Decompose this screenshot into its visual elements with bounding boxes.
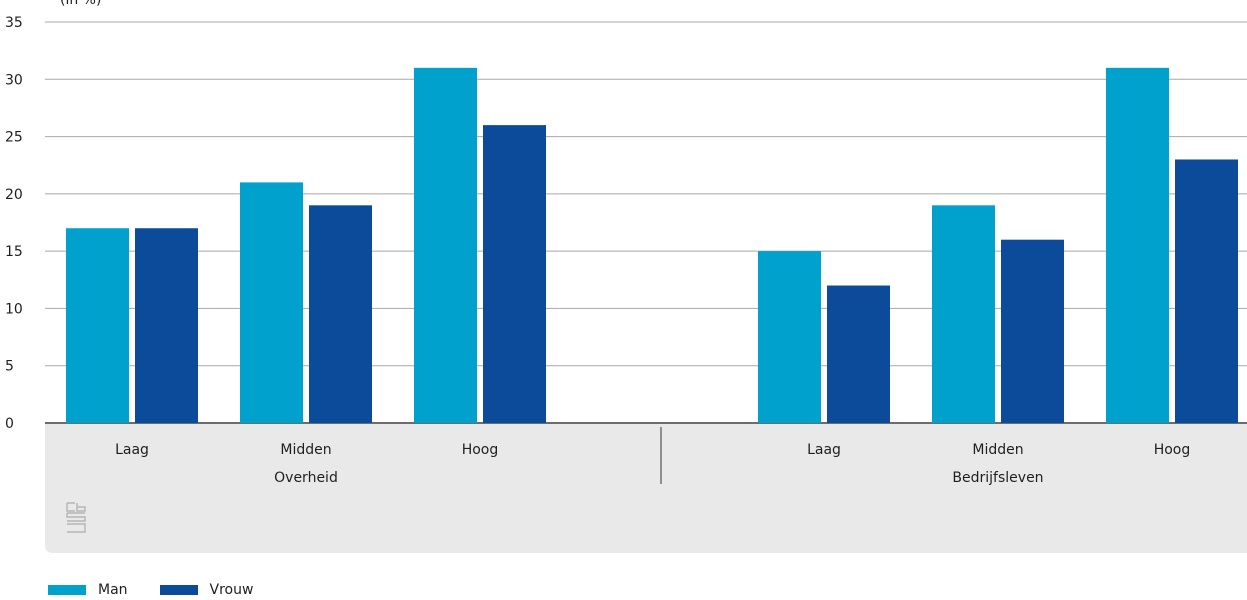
- y-tick-label: 20: [5, 187, 23, 203]
- y-tick-label: 15: [5, 244, 23, 260]
- bar-vrouw-4: [827, 285, 890, 423]
- bar-vrouw-3: [483, 125, 546, 423]
- legend-swatch: [48, 585, 86, 595]
- cbs-logo-icon: [66, 502, 86, 533]
- bar-vrouw-5: [1001, 239, 1064, 423]
- bar-man-1: [66, 228, 129, 423]
- bar-vrouw-6: [1175, 159, 1238, 423]
- bar-man-3: [414, 67, 477, 423]
- x-category-label: Hoog: [462, 442, 499, 458]
- x-group-label: Bedrijfsleven: [952, 470, 1043, 486]
- y-tick-label: 0: [5, 416, 14, 432]
- bar-vrouw-1: [135, 228, 198, 423]
- y-tick-label: 25: [5, 130, 23, 146]
- legend-label: Vrouw: [209, 582, 254, 598]
- y-tick-label: 35: [5, 15, 23, 31]
- legend: Man Vrouw: [48, 580, 285, 600]
- bar-man-2: [240, 182, 303, 423]
- x-category-label: Midden: [280, 442, 331, 458]
- legend-item: Man: [48, 582, 128, 598]
- x-axis-band: [45, 423, 1247, 553]
- bar-chart: (in %) 0 5 10 15 20 25 30 35 Laag Midden Hoog Overhe…: [5, 0, 1247, 553]
- legend-item: Vrouw: [159, 582, 254, 598]
- x-category-label: Midden: [972, 442, 1023, 458]
- bar-man-4: [758, 251, 821, 423]
- y-tick-label: 5: [5, 359, 14, 375]
- x-category-label: Laag: [807, 442, 841, 458]
- y-tick-label: 10: [5, 301, 23, 317]
- x-group-label: Overheid: [274, 470, 338, 486]
- y-axis-label: (in %): [60, 0, 101, 8]
- bar-vrouw-2: [309, 205, 372, 423]
- x-category-label: Laag: [115, 442, 149, 458]
- legend-swatch: [159, 585, 198, 595]
- bar-man-6: [1106, 67, 1169, 423]
- bar-man-5: [932, 205, 995, 423]
- legend-label: Man: [98, 582, 128, 598]
- x-category-label: Hoog: [1154, 442, 1191, 458]
- y-tick-label: 30: [5, 72, 23, 88]
